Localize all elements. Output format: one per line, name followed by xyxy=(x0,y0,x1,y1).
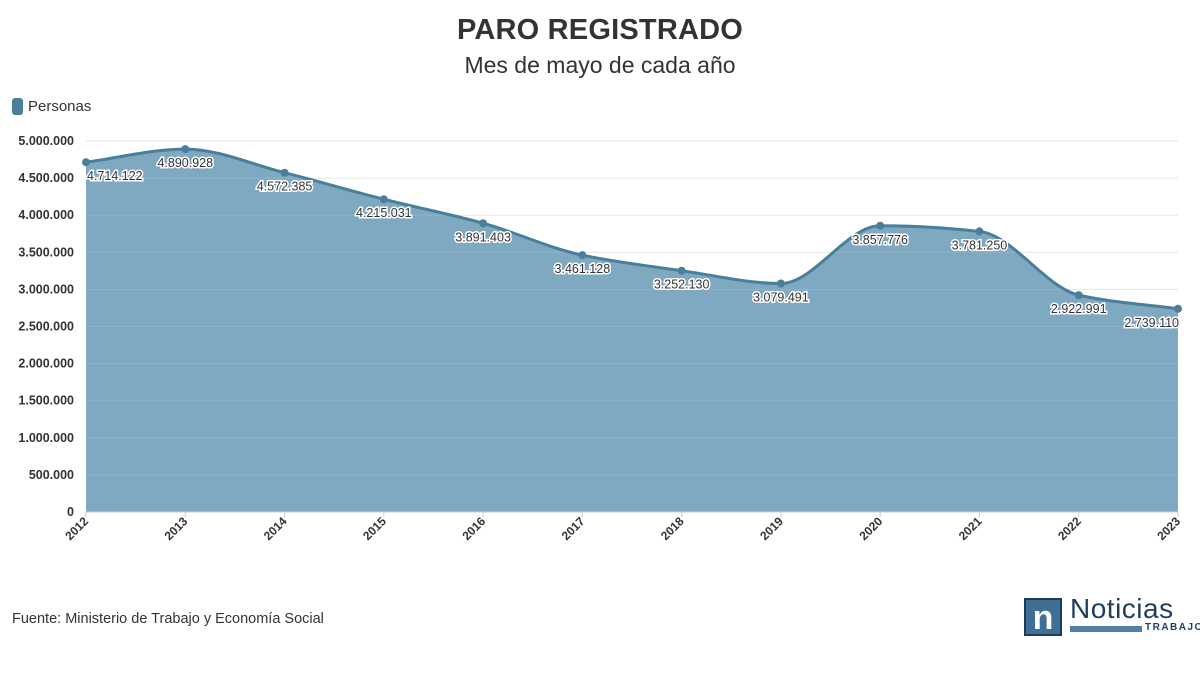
series-line xyxy=(85,147,1179,311)
source-note: Fuente: Ministerio de Trabajo y Economía… xyxy=(12,611,324,627)
data-point xyxy=(82,158,90,167)
data-label: 2.739.110 xyxy=(1124,316,1179,330)
data-label: 3.857.776 xyxy=(852,233,908,247)
y-tick-label: 2.000.000 xyxy=(18,357,74,371)
data-point xyxy=(181,145,190,154)
y-tick-label: 500.000 xyxy=(29,468,74,482)
y-tick-label: 0 xyxy=(67,505,74,519)
data-label: 4.714.122 xyxy=(87,169,143,183)
data-label: 3.461.128 xyxy=(555,262,611,276)
chart-subtitle: Mes de mayo de cada año xyxy=(464,52,736,78)
data-point xyxy=(280,168,289,177)
data-point xyxy=(1174,304,1182,313)
data-label: 2.922.991 xyxy=(1051,302,1107,316)
data-label: 4.215.031 xyxy=(356,206,412,220)
y-tick-label: 1.000.000 xyxy=(18,431,74,445)
data-label: 4.572.385 xyxy=(257,180,313,194)
x-tick-label: 2019 xyxy=(757,514,786,543)
data-point xyxy=(1074,291,1083,300)
data-label: 3.891.403 xyxy=(455,230,511,244)
data-label: 3.781.250 xyxy=(952,238,1008,252)
x-tick-label: 2018 xyxy=(658,514,687,543)
y-tick-label: 4.000.000 xyxy=(18,208,74,222)
data-point xyxy=(379,195,388,204)
data-point xyxy=(975,227,984,236)
area-fill xyxy=(86,149,1178,512)
y-tick-label: 1.500.000 xyxy=(18,394,74,408)
legend-swatch xyxy=(12,98,23,115)
chart-title: PARO REGISTRADO xyxy=(456,14,744,46)
x-tick-label: 2023 xyxy=(1154,514,1183,543)
y-tick-label: 4.500.000 xyxy=(18,171,74,185)
logo-subtitle: TRABAJO xyxy=(1145,622,1200,633)
data-point xyxy=(578,251,587,260)
data-label: 3.252.130 xyxy=(654,278,710,292)
y-tick-label: 5.000.000 xyxy=(18,134,74,148)
noticias-trabajo-logo: n Noticias TRABAJO xyxy=(1024,593,1200,638)
x-tick-label: 2017 xyxy=(559,514,588,543)
x-tick-label: 2021 xyxy=(956,514,985,543)
logo-mark-icon: n xyxy=(1024,598,1062,636)
data-point xyxy=(677,266,686,275)
y-tick-label: 3.000.000 xyxy=(18,282,74,296)
logo-bar xyxy=(1070,626,1142,632)
x-tick-label: 2016 xyxy=(459,514,488,543)
data-point xyxy=(479,219,488,228)
logo-wordmark: Noticias xyxy=(1070,593,1174,624)
y-tick-label: 2.500.000 xyxy=(18,320,74,334)
x-tick-label: 2015 xyxy=(360,514,389,543)
x-tick-label: 2013 xyxy=(162,514,191,543)
y-tick-label: 3.500.000 xyxy=(18,245,74,259)
data-point xyxy=(776,279,785,288)
x-tick-label: 2022 xyxy=(1055,514,1084,543)
legend-label: Personas xyxy=(28,98,92,115)
data-point xyxy=(876,221,885,230)
data-label: 4.890.928 xyxy=(157,156,213,170)
data-label: 3.079.491 xyxy=(753,291,809,305)
x-tick-label: 2014 xyxy=(261,514,290,543)
legend[interactable]: Personas xyxy=(12,98,91,115)
x-tick-label: 2020 xyxy=(857,514,886,543)
